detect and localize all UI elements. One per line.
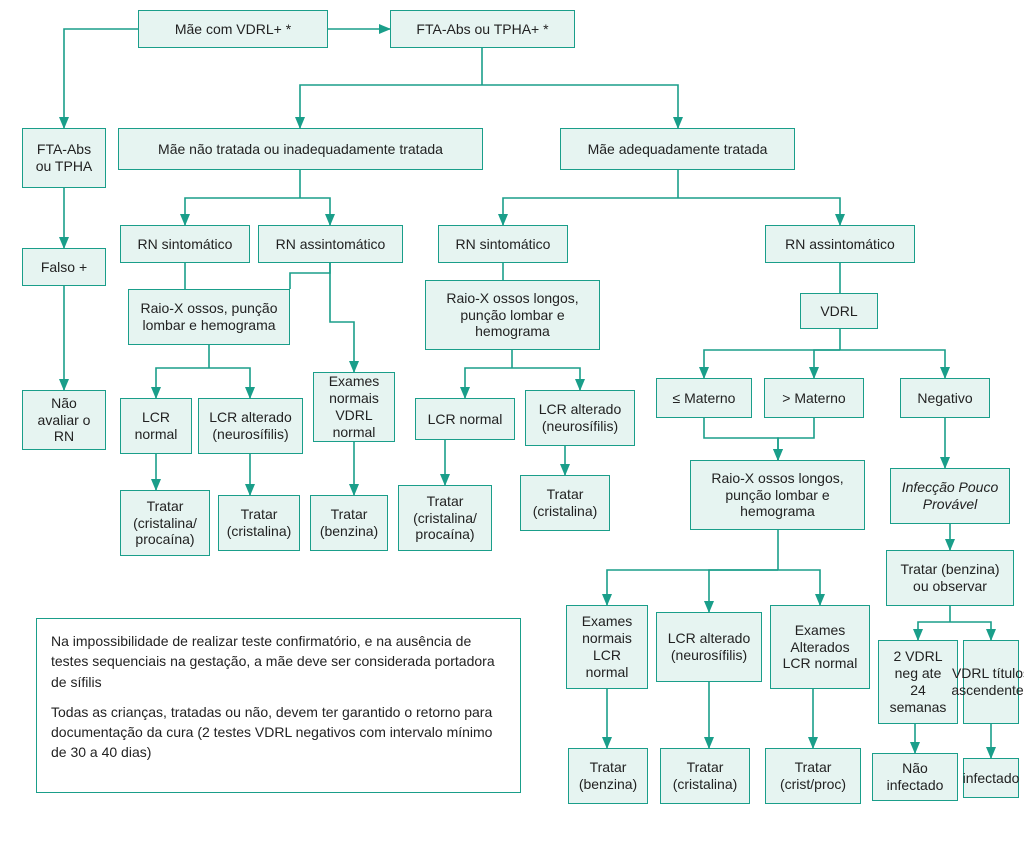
edge-22 [465,368,512,398]
node-n3: FTA-Abs ou TPHA [22,128,106,188]
node-n19: LCR alterado (neurosífilis) [525,390,635,446]
node-n13: VDRL [800,293,878,329]
node-n24: Tratar (cristalina) [218,495,300,551]
node-n29: Infecção Pouco Provável [890,468,1010,524]
node-n7: RN sintomático [120,225,250,263]
edge-23 [512,368,580,390]
edge-43 [950,622,991,640]
edge-12 [678,198,840,225]
node-n30: Tratar (benzina) ou observar [886,550,1014,606]
node-n36: Tratar (benzina) [568,748,648,804]
node-n32: LCR alterado (neurosífilis) [656,612,762,682]
edge-4 [482,85,678,128]
node-n33: Exames Alterados LCR normal [770,605,870,689]
edge-39 [709,570,778,612]
node-n12: Raio-X ossos longos, punção lombar e hem… [425,280,600,350]
edge-40 [778,570,820,605]
node-n2: FTA-Abs ou TPHA+ * [390,10,575,48]
edge-25 [704,350,840,378]
node-n10: RN assintomático [765,225,915,263]
edge-38 [607,570,778,605]
edge-15 [330,263,354,372]
edge-33 [704,418,778,460]
edge-8 [185,198,300,225]
node-n16: LCR normal [120,398,192,454]
node-n4: Mãe não tratada ou inadequadamente trata… [118,128,483,170]
node-n6: Falso + [22,248,106,286]
node-n5: Mãe adequadamente tratada [560,128,795,170]
edge-20 [209,368,250,398]
edge-34 [778,418,814,460]
edge-11 [503,198,678,225]
node-n28: Raio-X ossos longos, punção lombar e hem… [690,460,865,530]
node-n14: Exames normais VDRL normal [313,372,395,442]
edge-42 [918,622,950,640]
node-n27: Tratar (cristalina) [520,475,610,531]
footnote-p1: Na impossibilidade de realizar teste con… [51,631,506,692]
edge-26 [814,350,840,378]
node-n1: Mãe com VDRL+ * [138,10,328,48]
edge-3 [300,85,482,128]
node-n9: RN sintomático [438,225,568,263]
node-n26: Tratar (cristalina/ procaína) [398,485,492,551]
node-n23: Tratar (cristalina/ procaína) [120,490,210,556]
node-n34: 2 VDRL neg ate 24 semanas [878,640,958,724]
edge-1 [64,29,138,128]
node-n38: Tratar (crist/proc) [765,748,861,804]
node-n39: Não infectado [872,753,958,801]
node-n21: > Materno [764,378,864,418]
node-n8: RN assintomático [258,225,403,263]
node-n40: infectado [963,758,1019,798]
edge-9 [300,198,330,225]
node-n22: Negativo [900,378,990,418]
edge-14 [290,263,330,289]
node-n37: Tratar (cristalina) [660,748,750,804]
node-n35: VDRL títulos ascendentes [963,640,1019,724]
edge-19 [156,368,209,398]
node-n17: LCR alterado (neurosífilis) [198,398,303,454]
edge-27 [840,350,945,378]
node-n15: Não avaliar o RN [22,390,106,450]
footnote-box: Na impossibilidade de realizar teste con… [36,618,521,793]
node-n20: ≤ Materno [656,378,752,418]
footnote-p2: Todas as crianças, tratadas ou não, deve… [51,702,506,763]
node-n18: LCR normal [415,398,515,440]
node-n25: Tratar (benzina) [310,495,388,551]
node-n11: Raio-X ossos, punção lombar e hemograma [128,289,290,345]
node-n31: Exames normais LCR normal [566,605,648,689]
